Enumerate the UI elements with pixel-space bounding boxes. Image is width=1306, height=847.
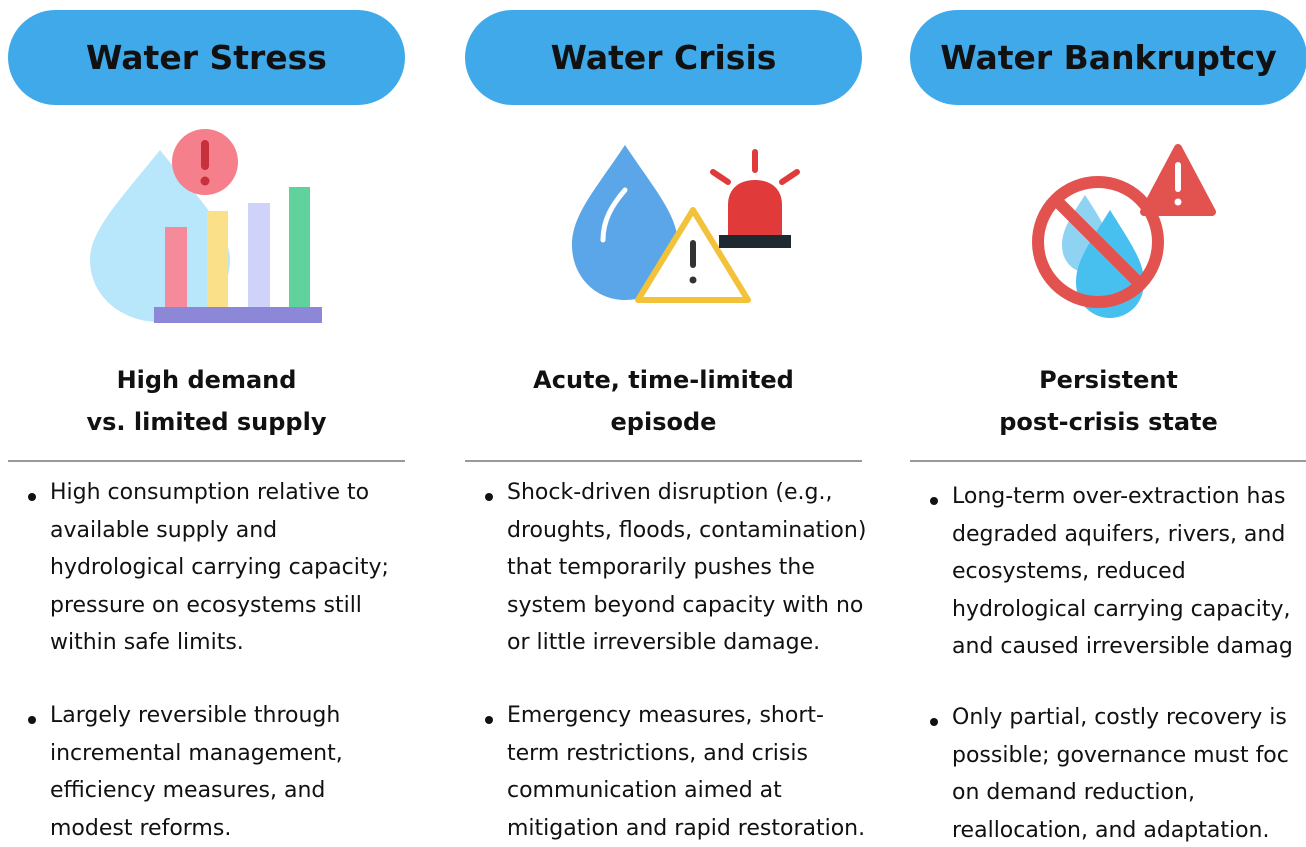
column-subtitle: episode — [610, 408, 717, 436]
bullet-text: degraded aquifers, rivers, and — [952, 521, 1286, 547]
divider — [910, 460, 1306, 462]
bullet-text: system beyond capacity with no — [507, 592, 864, 618]
bullet-text: ecosystems, reduced — [952, 559, 1186, 584]
stress-icon — [90, 129, 322, 323]
column-title: Water Crisis — [465, 10, 862, 105]
bullet-text: or little irreversible damage. — [507, 630, 821, 655]
bullet-dot — [485, 493, 493, 501]
bullet-dot — [28, 716, 36, 724]
column-title: Water Bankruptcy — [910, 10, 1306, 105]
bullet-text: that temporarily pushes the — [507, 555, 815, 580]
column-subtitle: High demand — [116, 366, 297, 394]
bullet-text: Shock-driven disruption (e.g., — [507, 480, 833, 505]
column-subtitle: vs. limited supply — [86, 408, 327, 436]
bankruptcy-icon — [1032, 144, 1216, 318]
divider — [465, 460, 862, 462]
bullet-text: and caused irreversible damag — [952, 634, 1293, 659]
bullet-text: High consumption relative to — [50, 480, 370, 505]
bullet-text: within safe limits. — [50, 630, 244, 655]
bullet-text: droughts, floods, contamination) — [507, 517, 867, 543]
bullet-text: Largely reversible through — [50, 703, 341, 728]
bullet-dot — [28, 493, 36, 501]
column-subtitle: Acute, time-limited — [533, 366, 794, 394]
bullet-dot — [930, 718, 938, 726]
column-title: Water Stress — [8, 10, 405, 105]
bullet-text: efficiency measures, and — [50, 778, 326, 803]
bullet-text: Emergency measures, short- — [507, 703, 824, 728]
bullet-text: modest reforms. — [50, 815, 232, 841]
bullet-dot — [930, 497, 938, 505]
bullet-text: Only partial, costly recovery is — [952, 705, 1287, 730]
bullet-text: on demand reduction, — [952, 780, 1195, 805]
bullet-text: Long-term over-extraction has — [952, 484, 1286, 509]
bullet-text: mitigation and rapid restoration. — [507, 815, 866, 841]
divider — [8, 460, 405, 462]
column-subtitle: post-crisis state — [999, 408, 1218, 436]
bullet-text: term restrictions, and crisis — [507, 740, 808, 766]
bullet-dot — [485, 716, 493, 724]
bullet-text: reallocation, and adaptation. — [952, 817, 1270, 843]
bullet-text: available supply and — [50, 517, 278, 543]
crisis-icon — [572, 145, 800, 303]
column-subtitle: Persistent — [1039, 366, 1178, 394]
bullet-text: hydrological carrying capacity, — [952, 596, 1291, 622]
bullet-text: incremental management, — [50, 740, 343, 766]
bullet-text: communication aimed at — [507, 778, 782, 803]
bullet-text: possible; governance must foc — [952, 742, 1289, 768]
bullet-text: pressure on ecosystems still — [50, 592, 362, 618]
bullet-text: hydrological carrying capacity; — [50, 555, 389, 580]
